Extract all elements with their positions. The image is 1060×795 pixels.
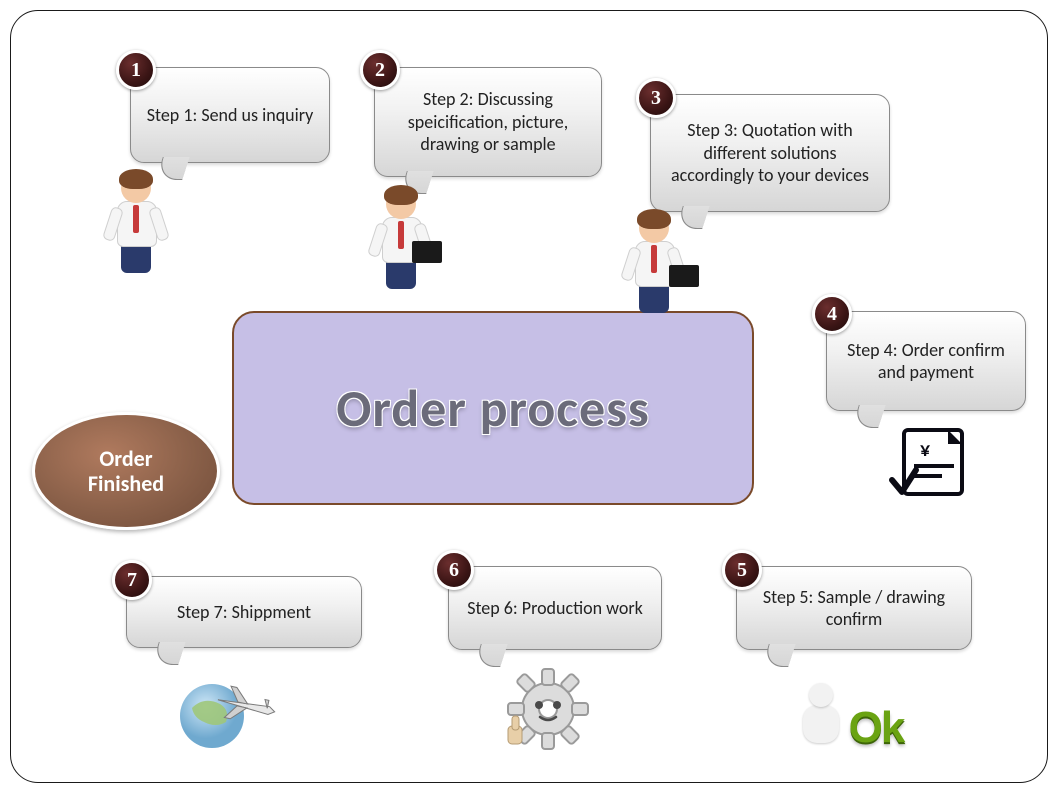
step-1-text: Step 1: Send us inquiry xyxy=(147,104,314,127)
step-7-text: Step 7: Shippment xyxy=(177,601,311,624)
step-4-badge: 4 xyxy=(812,294,852,334)
step-5-badge: 5 xyxy=(722,550,762,590)
ok-icon: Ok xyxy=(770,668,930,768)
step-5-text: Step 5: Sample / drawing confirm xyxy=(751,586,957,631)
step-6-callout: Step 6: Production work xyxy=(448,566,662,650)
step-1-callout: Step 1: Send us inquiry xyxy=(130,67,330,163)
order-finished-oval: Order Finished xyxy=(32,412,220,530)
step-1-badge: 1 xyxy=(116,50,156,90)
step-7-badge: 7 xyxy=(112,560,152,600)
center-title-box: Order process xyxy=(232,311,754,505)
center-title: Order process xyxy=(336,376,649,440)
step-2-text: Step 2: Discussing speicification, pictu… xyxy=(389,88,587,156)
person-icon xyxy=(96,170,176,276)
step-2-badge: 2 xyxy=(360,50,400,90)
step-6-text: Step 6: Production work xyxy=(467,597,643,620)
gear-icon xyxy=(498,666,598,752)
globe-plane-icon xyxy=(172,666,282,752)
step-3-text: Step 3: Quotation with different solutio… xyxy=(665,119,875,187)
step-4-callout: Step 4: Order confirm and payment xyxy=(826,311,1026,411)
order-finished-label: Order Finished xyxy=(88,446,164,497)
step-2-callout: Step 2: Discussing speicification, pictu… xyxy=(374,67,602,177)
svg-text:¥: ¥ xyxy=(920,438,931,462)
person-tablet-icon xyxy=(608,210,700,316)
invoice-icon: ¥ xyxy=(886,424,974,502)
step-5-callout: Step 5: Sample / drawing confirm xyxy=(736,566,972,650)
step-6-badge: 6 xyxy=(434,550,474,590)
person-laptop-icon xyxy=(358,186,444,292)
step-3-badge: 3 xyxy=(636,78,676,118)
step-7-callout: Step 7: Shippment xyxy=(126,576,362,648)
step-4-text: Step 4: Order confirm and payment xyxy=(841,339,1011,384)
step-3-callout: Step 3: Quotation with different solutio… xyxy=(650,94,890,212)
